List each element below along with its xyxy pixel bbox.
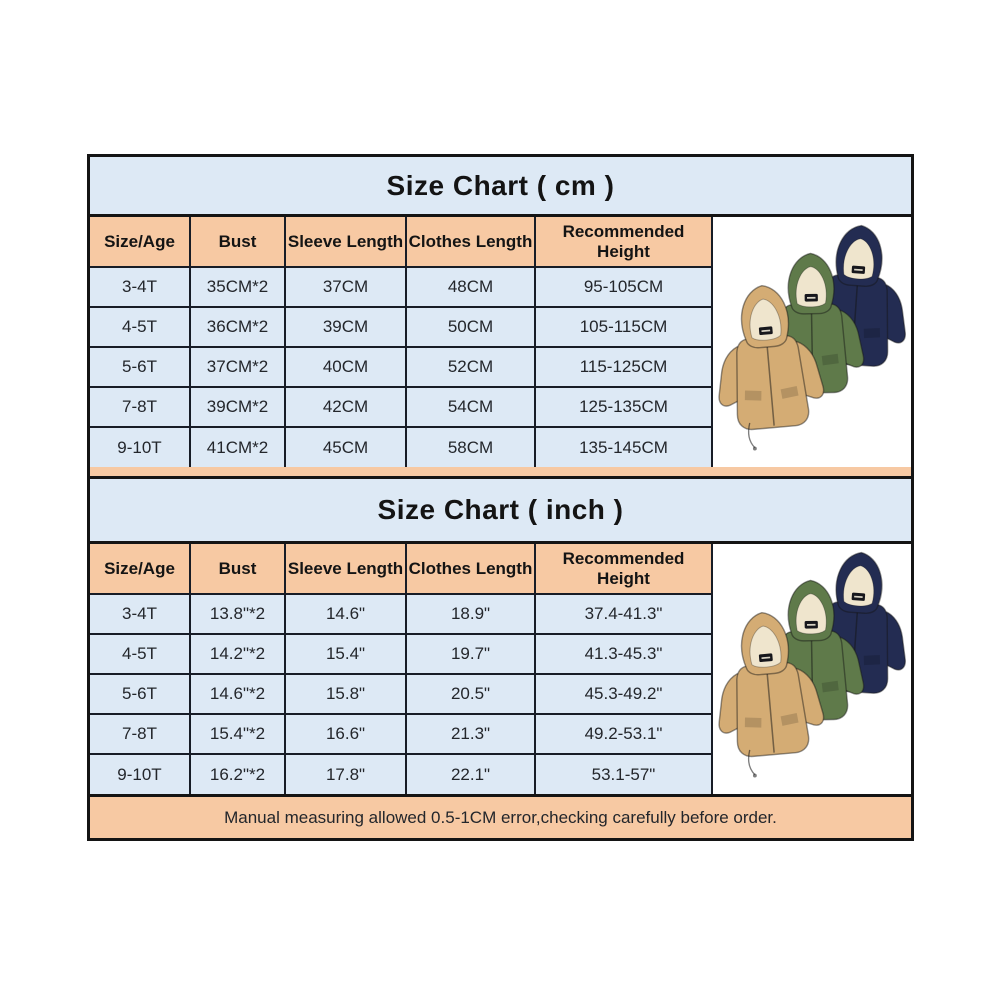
header-row-cm: Size/Age Bust Sleeve Length Clothes Leng… <box>90 217 713 268</box>
table-cell: 15.8" <box>284 673 407 715</box>
col-header-recommended-height: Recommended Height <box>534 544 713 595</box>
jackets-photo-cm <box>713 221 911 454</box>
section-title-inch: Size Chart ( inch ) <box>90 479 911 544</box>
table-cell: 9-10T <box>90 753 191 794</box>
table-cell: 105-115CM <box>534 306 713 348</box>
table-cell: 135-145CM <box>534 426 713 467</box>
table-cell: 48CM <box>405 266 536 308</box>
table-cell: 125-135CM <box>534 386 713 428</box>
table-cell: 18.9" <box>405 593 536 635</box>
section-title-cm: Size Chart ( cm ) <box>90 157 911 217</box>
col-header-bust: Bust <box>189 544 286 595</box>
note-text: Manual measuring allowed 0.5-1CM error,c… <box>224 807 777 827</box>
table-row: 4-5T 36CM*2 39CM 50CM 105-115CM <box>90 306 713 348</box>
table-cell: 15.4"*2 <box>189 713 286 755</box>
table-cell: 39CM*2 <box>189 386 286 428</box>
table-cell: 115-125CM <box>534 346 713 388</box>
table-cell: 58CM <box>405 426 536 467</box>
col-header-clothes-length: Clothes Length <box>405 217 536 268</box>
table-cell: 7-8T <box>90 713 191 755</box>
table-row: 5-6T 14.6"*2 15.8" 20.5" 45.3-49.2" <box>90 673 713 715</box>
table-cell: 49.2-53.1" <box>534 713 713 755</box>
table-cell: 13.8"*2 <box>189 593 286 635</box>
col-header-size-age: Size/Age <box>90 544 191 595</box>
table-cell: 16.6" <box>284 713 407 755</box>
col-header-clothes-length: Clothes Length <box>405 544 536 595</box>
table-cell: 3-4T <box>90 266 191 308</box>
table-cell: 37CM <box>284 266 407 308</box>
col-header-recommended-height: Recommended Height <box>534 217 713 268</box>
table-cell: 53.1-57" <box>534 753 713 794</box>
product-photo-cell-cm <box>713 217 911 467</box>
header-row-inch: Size/Age Bust Sleeve Length Clothes Leng… <box>90 544 713 595</box>
table-cell: 45.3-49.2" <box>534 673 713 715</box>
section-separator <box>90 467 911 479</box>
table-row: 9-10T 41CM*2 45CM 58CM 135-145CM <box>90 426 713 467</box>
table-cell: 5-6T <box>90 346 191 388</box>
table-cell: 41.3-45.3" <box>534 633 713 675</box>
table-row: 9-10T 16.2"*2 17.8" 22.1" 53.1-57" <box>90 753 713 794</box>
section-title-inch-text: Size Chart ( inch ) <box>377 494 624 525</box>
table-cell: 37.4-41.3" <box>534 593 713 635</box>
product-photo-cell-inch <box>713 544 911 794</box>
col-header-sleeve-length: Sleeve Length <box>284 544 407 595</box>
table-cell: 16.2"*2 <box>189 753 286 794</box>
table-cell: 15.4" <box>284 633 407 675</box>
table-cell: 19.7" <box>405 633 536 675</box>
table-cell: 40CM <box>284 346 407 388</box>
table-row: 5-6T 37CM*2 40CM 52CM 115-125CM <box>90 346 713 388</box>
col-header-sleeve-length: Sleeve Length <box>284 217 407 268</box>
table-cell: 14.6"*2 <box>189 673 286 715</box>
table-row: 4-5T 14.2"*2 15.4" 19.7" 41.3-45.3" <box>90 633 713 675</box>
table-cell: 14.6" <box>284 593 407 635</box>
size-table-inch: Size/Age Bust Sleeve Length Clothes Leng… <box>90 544 713 794</box>
table-body-inch: 3-4T 13.8"*2 14.6" 18.9" 37.4-41.3" 4-5T 14.2"… <box>90 593 713 794</box>
table-cell: 45CM <box>284 426 407 467</box>
table-cell: 37CM*2 <box>189 346 286 388</box>
table-cell: 9-10T <box>90 426 191 467</box>
table-row: 3-4T 35CM*2 37CM 48CM 95-105CM <box>90 266 713 308</box>
table-cell: 39CM <box>284 306 407 348</box>
section-title-cm-text: Size Chart ( cm ) <box>386 169 615 201</box>
col-header-size-age: Size/Age <box>90 217 191 268</box>
table-cell: 20.5" <box>405 673 536 715</box>
table-cell: 54CM <box>405 386 536 428</box>
table-cell: 3-4T <box>90 593 191 635</box>
table-cell: 14.2"*2 <box>189 633 286 675</box>
table-cell: 36CM*2 <box>189 306 286 348</box>
table-cell: 52CM <box>405 346 536 388</box>
table-cell: 17.8" <box>284 753 407 794</box>
table-body-cm: 3-4T 35CM*2 37CM 48CM 95-105CM 4-5T 36CM*2 39CM… <box>90 266 713 467</box>
section-body-cm: Size/Age Bust Sleeve Length Clothes Leng… <box>90 217 911 467</box>
table-cell: 42CM <box>284 386 407 428</box>
table-cell: 7-8T <box>90 386 191 428</box>
table-cell: 4-5T <box>90 633 191 675</box>
table-row: 3-4T 13.8"*2 14.6" 18.9" 37.4-41.3" <box>90 593 713 635</box>
jackets-photo-inch <box>713 548 911 781</box>
note-bar: Manual measuring allowed 0.5-1CM error,c… <box>90 794 911 838</box>
table-cell: 35CM*2 <box>189 266 286 308</box>
table-row: 7-8T 39CM*2 42CM 54CM 125-135CM <box>90 386 713 428</box>
table-cell: 4-5T <box>90 306 191 348</box>
table-cell: 21.3" <box>405 713 536 755</box>
table-cell: 22.1" <box>405 753 536 794</box>
section-body-inch: Size/Age Bust Sleeve Length Clothes Leng… <box>90 544 911 794</box>
table-cell: 5-6T <box>90 673 191 715</box>
size-table-cm: Size/Age Bust Sleeve Length Clothes Leng… <box>90 217 713 467</box>
table-cell: 41CM*2 <box>189 426 286 467</box>
size-chart-sheet: Size Chart ( cm ) Size/Age Bust Sleeve L… <box>87 154 914 841</box>
table-cell: 95-105CM <box>534 266 713 308</box>
col-header-bust: Bust <box>189 217 286 268</box>
table-row: 7-8T 15.4"*2 16.6" 21.3" 49.2-53.1" <box>90 713 713 755</box>
table-cell: 50CM <box>405 306 536 348</box>
